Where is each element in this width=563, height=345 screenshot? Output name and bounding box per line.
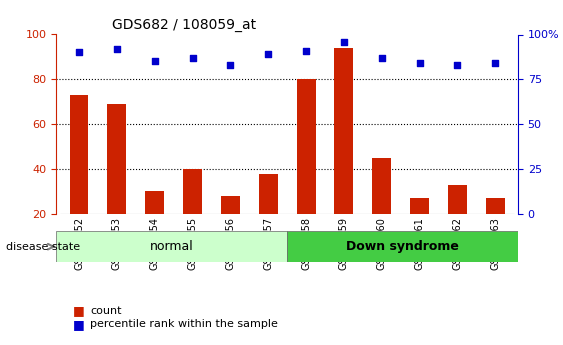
- Point: [302, 48, 311, 53]
- Bar: [297, 79, 315, 259]
- Point: [188, 55, 197, 61]
- Bar: [183, 169, 202, 259]
- Text: normal: normal: [150, 240, 194, 253]
- Point: [491, 60, 500, 66]
- Bar: [145, 191, 164, 259]
- Text: ■: ■: [73, 304, 85, 317]
- Point: [377, 55, 386, 61]
- FancyBboxPatch shape: [56, 231, 287, 262]
- Point: [226, 62, 235, 68]
- Bar: [372, 158, 391, 259]
- Point: [339, 39, 348, 45]
- Bar: [334, 48, 354, 259]
- Point: [415, 60, 424, 66]
- FancyBboxPatch shape: [287, 231, 518, 262]
- Text: Down syndrome: Down syndrome: [346, 240, 459, 253]
- Text: disease state: disease state: [6, 242, 80, 252]
- Text: GDS682 / 108059_at: GDS682 / 108059_at: [111, 18, 256, 32]
- Point: [453, 62, 462, 68]
- Text: ■: ■: [73, 318, 85, 331]
- Bar: [410, 198, 429, 259]
- Point: [74, 50, 83, 55]
- Point: [150, 59, 159, 64]
- Bar: [486, 198, 504, 259]
- Bar: [259, 174, 278, 259]
- Point: [113, 46, 122, 52]
- Bar: [70, 95, 88, 259]
- Bar: [221, 196, 240, 259]
- Text: count: count: [90, 306, 122, 315]
- Point: [263, 51, 272, 57]
- Bar: [108, 104, 126, 259]
- Bar: [448, 185, 467, 259]
- Text: percentile rank within the sample: percentile rank within the sample: [90, 319, 278, 329]
